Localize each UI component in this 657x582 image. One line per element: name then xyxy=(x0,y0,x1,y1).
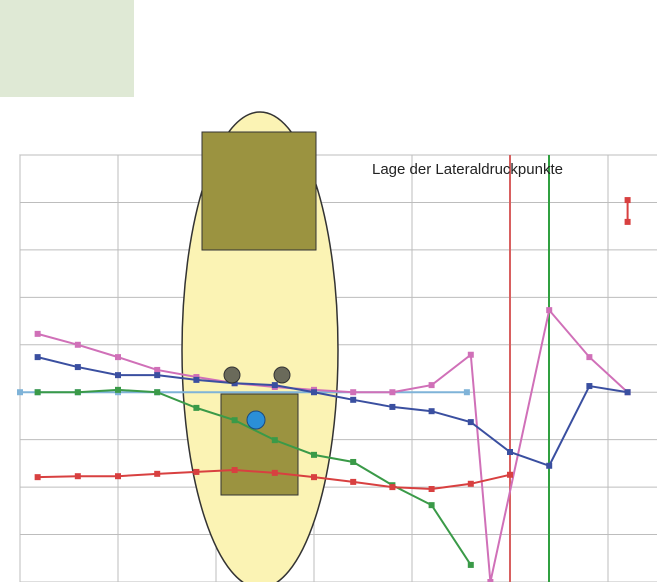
point-marker xyxy=(224,367,240,383)
data-point xyxy=(464,389,470,395)
data-point xyxy=(468,562,474,568)
chart-title: Lage der Lateraldruckpunkte xyxy=(372,161,563,178)
data-point xyxy=(429,382,435,388)
data-point xyxy=(75,473,81,479)
data-point xyxy=(115,387,121,393)
data-point xyxy=(468,419,474,425)
data-point xyxy=(350,389,356,395)
data-point xyxy=(193,405,199,411)
data-point xyxy=(154,471,160,477)
data-point xyxy=(311,389,317,395)
data-point xyxy=(272,437,278,443)
centre-marker xyxy=(247,411,265,429)
data-point xyxy=(154,372,160,378)
data-point xyxy=(115,354,121,360)
data-point xyxy=(232,417,238,423)
data-point xyxy=(115,473,121,479)
data-point xyxy=(586,354,592,360)
data-point xyxy=(35,331,41,337)
data-point xyxy=(389,389,395,395)
data-point xyxy=(311,452,317,458)
data-point xyxy=(193,469,199,475)
data-point xyxy=(272,470,278,476)
corner-panel xyxy=(0,0,134,97)
data-point xyxy=(350,397,356,403)
data-point xyxy=(429,408,435,414)
data-point xyxy=(468,352,474,358)
data-point xyxy=(75,364,81,370)
data-point xyxy=(389,404,395,410)
data-point xyxy=(193,377,199,383)
data-point xyxy=(389,484,395,490)
sail-box xyxy=(202,132,316,250)
data-point xyxy=(546,463,552,469)
chart: Lage der Lateraldruckpunkte xyxy=(0,0,657,582)
data-point xyxy=(35,354,41,360)
page: Lage der Lateraldruckpunkte (() => { con… xyxy=(0,0,657,582)
data-point xyxy=(115,372,121,378)
data-point xyxy=(17,389,23,395)
data-point xyxy=(75,389,81,395)
data-point xyxy=(272,382,278,388)
data-point xyxy=(154,367,160,373)
data-point xyxy=(35,474,41,480)
data-point xyxy=(311,474,317,480)
data-point xyxy=(154,389,160,395)
data-point xyxy=(232,467,238,473)
data-point xyxy=(75,342,81,348)
data-point xyxy=(546,307,552,313)
data-point xyxy=(35,389,41,395)
data-point xyxy=(507,449,513,455)
data-point xyxy=(429,502,435,508)
point-marker xyxy=(274,367,290,383)
data-point xyxy=(625,389,631,395)
data-point xyxy=(625,197,631,203)
data-point xyxy=(625,219,631,225)
data-point xyxy=(507,472,513,478)
data-point xyxy=(350,459,356,465)
data-point xyxy=(429,486,435,492)
data-point xyxy=(586,383,592,389)
data-point xyxy=(350,479,356,485)
data-point xyxy=(468,481,474,487)
